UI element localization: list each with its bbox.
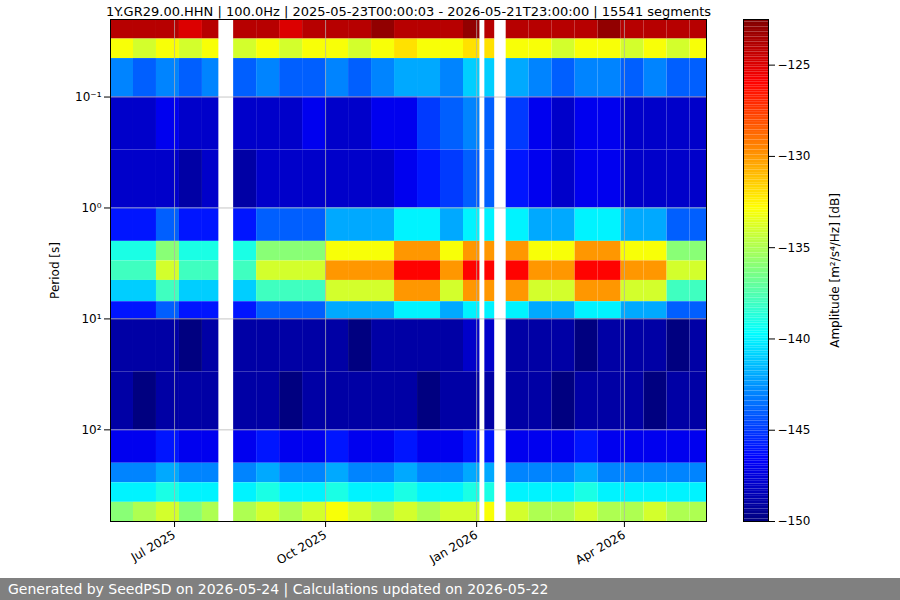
html-text:Generated by SeedPSD on 2026-0: Generated by SeedPSD on 2026-05-24 | Cal…	[8, 581, 549, 597]
svg-text:−135: −135	[778, 241, 811, 255]
svg-text:−125: −125	[778, 58, 811, 72]
svg-text:−130: −130	[778, 149, 811, 163]
svg-text:−140: −140	[778, 332, 811, 346]
svg-text:1Y.GR29.00.HHN | 100.0Hz | 202: 1Y.GR29.00.HHN | 100.0Hz | 2025-05-23T00…	[106, 4, 711, 19]
svg-text:Oct 2025: Oct 2025	[274, 528, 329, 568]
svg-text:Jan 2026: Jan 2026	[426, 528, 480, 567]
svg-text:Period [s]: Period [s]	[48, 242, 62, 299]
svg-text:10¹: 10¹	[81, 312, 101, 326]
svg-text:Apr 2026: Apr 2026	[573, 528, 628, 568]
svg-text:Jul 2025: Jul 2025	[128, 528, 178, 565]
svg-text:Amplitude [m²/s⁴/Hz] [dB]: Amplitude [m²/s⁴/Hz] [dB]	[828, 193, 842, 348]
svg-text:10⁰: 10⁰	[81, 201, 101, 215]
svg-text:10²: 10²	[81, 423, 101, 437]
svg-text:−145: −145	[778, 423, 811, 437]
svg-text:10⁻¹: 10⁻¹	[75, 90, 102, 104]
svg-text:−150: −150	[778, 514, 811, 528]
